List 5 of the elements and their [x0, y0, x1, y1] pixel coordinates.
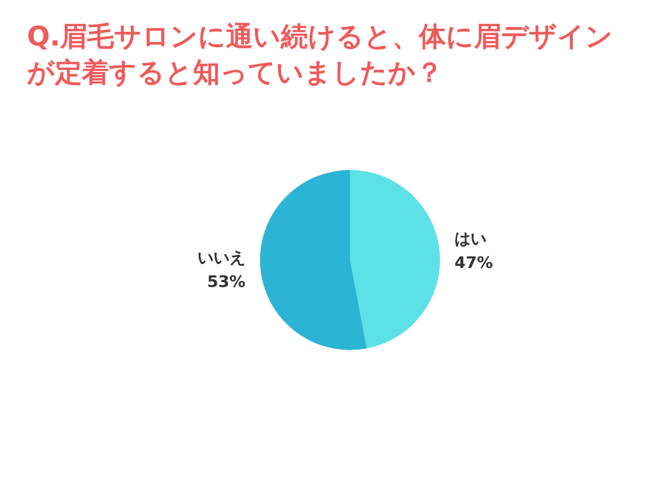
- slice-label: はい: [454, 229, 487, 248]
- chart-title: Q.眉毛サロンに通い続けると、体に眉デザインが定着すると知っていましたか？: [27, 22, 614, 88]
- data-label: 47%: [454, 253, 493, 272]
- data-label: 53%: [207, 272, 246, 291]
- slice-label: いいえ: [197, 248, 246, 267]
